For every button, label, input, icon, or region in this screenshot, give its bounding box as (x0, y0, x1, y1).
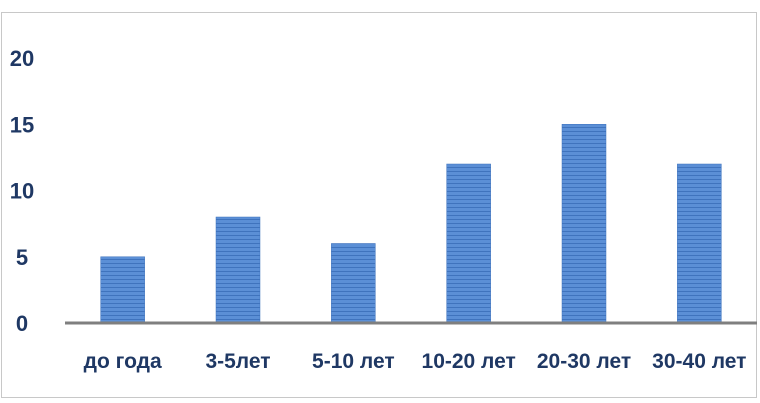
y-tick-label: 5 (16, 245, 28, 270)
y-axis: 0 5 10 15 20 (10, 46, 34, 336)
bar-series (100, 124, 722, 324)
x-category-label: 10-20 лет (422, 350, 516, 373)
y-tick-label: 0 (16, 311, 28, 336)
y-tick-label: 15 (10, 112, 34, 137)
chart-frame (1, 12, 757, 398)
y-tick-label: 10 (10, 179, 34, 204)
x-category-label: 20-30 лет (537, 350, 631, 373)
bar (331, 243, 376, 324)
bar (677, 163, 722, 324)
x-axis: до года 3-5лет 5-10 лет 10-20 лет 20-30 лет 3… (84, 350, 747, 373)
x-category-label: до года (84, 350, 162, 373)
bar (100, 256, 145, 324)
bar (446, 163, 491, 324)
x-category-label: 5-10 лет (312, 350, 395, 373)
y-tick-label: 20 (10, 46, 34, 71)
x-category-label: 3-5лет (205, 350, 270, 373)
bar (215, 216, 261, 324)
bar (561, 124, 607, 324)
x-category-label: 30-40 лет (652, 350, 746, 373)
